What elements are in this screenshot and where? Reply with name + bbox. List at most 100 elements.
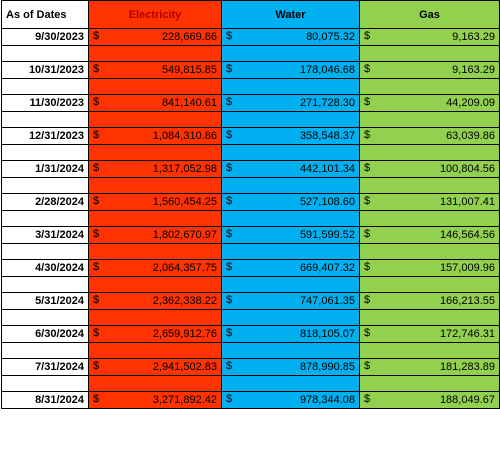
water-cell: $747,061.35 [221, 292, 360, 310]
spacer-row [1, 243, 500, 260]
currency-symbol: $ [226, 261, 233, 273]
water-cell: $669,407.32 [221, 259, 360, 277]
table-body: 9/30/2023 $228,669.86 $80,075.32 $9,163.29 1… [1, 28, 500, 409]
spacer-cell [88, 375, 222, 392]
electricity-cell-value: 2,659,912.76 [152, 328, 217, 340]
gas-cell-value: 9,163.29 [452, 64, 495, 76]
table-row: 2/28/2024 $1,560,454.25 $527,108.60 $131,00… [1, 193, 500, 211]
table-row: 10/31/2023 $549,815.85 $178,046.68 $9,163.2… [1, 61, 500, 79]
currency-symbol: $ [93, 294, 100, 306]
spacer-row [1, 210, 500, 227]
water-cell: $591,599.52 [221, 226, 360, 244]
electricity-cell: $549,815.85 [88, 61, 222, 79]
gas-cell: $181,283.89 [359, 358, 500, 376]
date-cell: 11/30/2023 [1, 94, 89, 112]
table-row: 7/31/2024 $2,941,502.83 $878,990.85 $181,28… [1, 358, 500, 376]
currency-symbol: $ [364, 129, 371, 141]
electricity-cell-value: 841,140.61 [161, 97, 217, 109]
table-row: 5/31/2024 $2,362,338.22 $747,061.35 $166,21… [1, 292, 500, 310]
header-electricity: Electricity [88, 0, 222, 29]
spacer-row [1, 177, 500, 194]
table-row: 8/31/2024 $3,271,892.42 $978,344.08 $188,04… [1, 391, 500, 409]
date-cell: 12/31/2023 [1, 127, 89, 145]
spacer-cell [1, 144, 89, 161]
gas-cell-value: 100,804.56 [439, 163, 495, 175]
electricity-cell: $1,802,670.97 [88, 226, 222, 244]
currency-symbol: $ [226, 360, 233, 372]
gas-cell: $166,213.55 [359, 292, 500, 310]
table-row: 6/30/2024 $2,659,912.76 $818,105.07 $172,74… [1, 325, 500, 343]
spacer-cell [359, 243, 500, 260]
spacer-cell [221, 243, 360, 260]
table-row: 4/30/2024 $2,064,357.75 $669,407.32 $157,00… [1, 259, 500, 277]
date-cell: 1/31/2024 [1, 160, 89, 178]
spacer-row [1, 78, 500, 95]
spacer-row [1, 111, 500, 128]
water-cell-value: 747,061.35 [299, 295, 355, 307]
spacer-cell [1, 309, 89, 326]
water-cell-value: 527,108.60 [299, 196, 355, 208]
water-cell-value: 358,548.37 [299, 130, 355, 142]
spacer-cell [221, 144, 360, 161]
electricity-cell-value: 2,064,357.75 [152, 262, 217, 274]
currency-symbol: $ [226, 393, 233, 405]
utility-cost-table: As of Dates Electricity Water Gas 9/30/2… [1, 0, 500, 409]
water-cell-value: 271,728.30 [299, 97, 355, 109]
currency-symbol: $ [364, 360, 371, 372]
currency-symbol: $ [364, 96, 371, 108]
currency-symbol: $ [93, 129, 100, 141]
gas-cell-value: 157,009.96 [439, 262, 495, 274]
gas-cell: $188,049.67 [359, 391, 500, 409]
currency-symbol: $ [226, 228, 233, 240]
electricity-cell-value: 2,941,502.83 [152, 361, 217, 373]
currency-symbol: $ [226, 129, 233, 141]
spacer-cell [221, 375, 360, 392]
water-cell: $878,990.85 [221, 358, 360, 376]
electricity-cell: $1,560,454.25 [88, 193, 222, 211]
gas-cell: $146,564.56 [359, 226, 500, 244]
spacer-cell [88, 342, 222, 359]
date-cell: 9/30/2023 [1, 28, 89, 46]
spacer-cell [1, 276, 89, 293]
date-cell: 6/30/2024 [1, 325, 89, 343]
electricity-cell: $2,362,338.22 [88, 292, 222, 310]
spacer-cell [1, 375, 89, 392]
electricity-cell-value: 228,669.86 [161, 31, 217, 43]
spacer-cell [221, 45, 360, 62]
water-cell-value: 80,075.32 [306, 31, 355, 43]
electricity-cell: $1,317,052.98 [88, 160, 222, 178]
gas-cell: $9,163.29 [359, 28, 500, 46]
electricity-cell: $228,669.86 [88, 28, 222, 46]
table-row: 3/31/2024 $1,802,670.97 $591,599.52 $146,56… [1, 226, 500, 244]
gas-cell: $63,039.86 [359, 127, 500, 145]
water-cell-value: 178,046.68 [299, 64, 355, 76]
currency-symbol: $ [93, 393, 100, 405]
spacer-cell [88, 309, 222, 326]
table-row: 12/31/2023 $1,084,310.86 $358,548.37 $63,03… [1, 127, 500, 145]
water-cell-value: 591,599.52 [299, 229, 355, 241]
electricity-cell: $2,659,912.76 [88, 325, 222, 343]
spacer-cell [88, 177, 222, 194]
gas-cell: $100,804.56 [359, 160, 500, 178]
gas-cell-value: 172,746.31 [439, 328, 495, 340]
spacer-cell [88, 243, 222, 260]
spacer-row [1, 144, 500, 161]
spacer-cell [88, 210, 222, 227]
water-cell-value: 878,990.85 [299, 361, 355, 373]
gas-cell: $9,163.29 [359, 61, 500, 79]
currency-symbol: $ [364, 294, 371, 306]
spacer-cell [359, 210, 500, 227]
water-cell: $358,548.37 [221, 127, 360, 145]
water-cell-value: 442,101.34 [299, 163, 355, 175]
electricity-cell: $841,140.61 [88, 94, 222, 112]
spacer-cell [359, 78, 500, 95]
date-cell: 5/31/2024 [1, 292, 89, 310]
gas-cell-value: 131,007.41 [439, 196, 495, 208]
gas-cell-value: 166,213.55 [439, 295, 495, 307]
spacer-cell [221, 111, 360, 128]
date-cell: 3/31/2024 [1, 226, 89, 244]
electricity-cell-value: 1,560,454.25 [152, 196, 217, 208]
water-cell: $442,101.34 [221, 160, 360, 178]
currency-symbol: $ [364, 162, 371, 174]
spacer-cell [359, 309, 500, 326]
